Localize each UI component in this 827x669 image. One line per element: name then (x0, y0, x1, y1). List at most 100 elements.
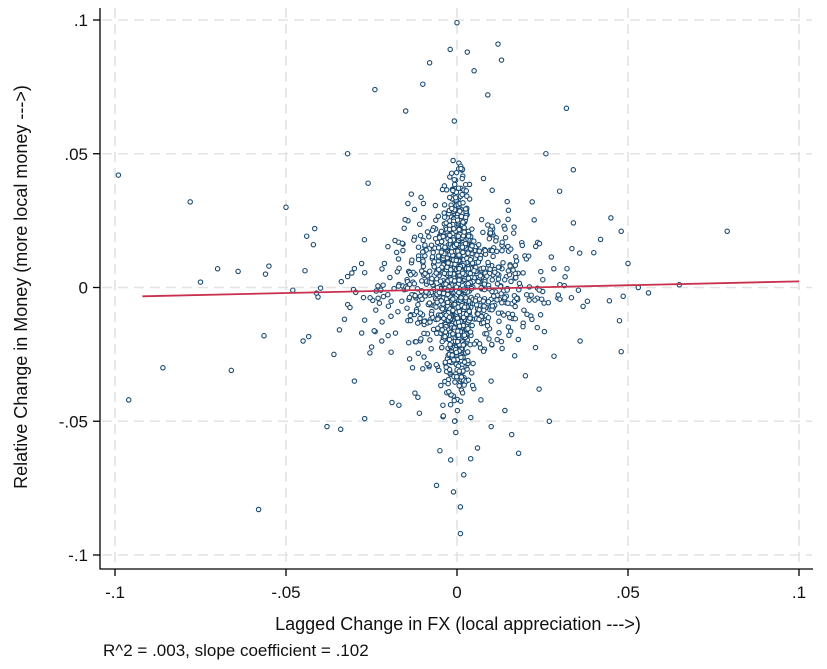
data-point (484, 323, 491, 329)
data-point (235, 268, 241, 275)
data-point (442, 333, 448, 340)
data-point (471, 267, 477, 274)
data-point (388, 349, 394, 355)
data-point (432, 202, 439, 209)
data-point (482, 247, 488, 254)
data-point (427, 337, 433, 343)
data-point (440, 402, 446, 408)
data-point (494, 336, 500, 343)
data-point (576, 250, 583, 256)
data-point (438, 382, 444, 389)
data-point (439, 306, 446, 312)
data-point (448, 249, 455, 255)
y-tick-label: .05 (64, 145, 88, 164)
data-point (524, 311, 530, 318)
data-point (361, 269, 368, 276)
data-point (451, 278, 458, 284)
data-point (541, 300, 547, 306)
data-point (498, 57, 505, 63)
data-point (433, 482, 440, 489)
data-point (499, 247, 505, 254)
data-point (347, 304, 353, 311)
data-point (502, 407, 508, 414)
data-point (261, 333, 267, 339)
data-point (379, 319, 385, 325)
data-point (509, 311, 516, 318)
data-point (361, 236, 368, 243)
x-tick-label: -.1 (105, 583, 125, 602)
data-point (459, 390, 466, 396)
data-point (496, 318, 502, 325)
data-point (635, 284, 642, 291)
data-point (486, 336, 492, 342)
data-point (471, 238, 477, 244)
data-point (310, 241, 317, 248)
data-point (458, 165, 464, 172)
data-point (499, 300, 505, 306)
data-point (525, 253, 532, 259)
data-point (408, 191, 415, 197)
data-point (608, 215, 614, 221)
data-point (115, 172, 122, 178)
data-point (373, 307, 379, 313)
data-point (187, 199, 193, 205)
data-point (446, 194, 453, 201)
data-point (385, 291, 391, 298)
data-point (466, 308, 472, 315)
data-point (480, 265, 487, 271)
data-point (379, 338, 385, 344)
data-point (448, 170, 455, 176)
data-point (618, 348, 624, 355)
data-point (463, 295, 469, 301)
data-point (455, 332, 462, 338)
data-point (402, 108, 409, 114)
data-point (447, 401, 454, 408)
data-point (492, 269, 498, 276)
data-point (520, 323, 526, 330)
data-point (454, 217, 461, 223)
data-point (478, 216, 485, 223)
data-point (392, 237, 398, 244)
data-point (514, 295, 520, 302)
data-point (415, 244, 422, 250)
data-point (452, 194, 459, 201)
data-point (399, 240, 406, 247)
data-point (540, 276, 546, 283)
data-point (396, 402, 402, 408)
data-point (365, 180, 371, 186)
data-point (523, 292, 530, 298)
data-point (515, 336, 522, 343)
data-point (505, 310, 511, 317)
data-point (435, 316, 441, 322)
data-point (439, 344, 445, 351)
data-point (475, 259, 482, 265)
data-point (454, 407, 461, 414)
data-point (511, 353, 518, 359)
data-point (341, 316, 348, 323)
data-point (480, 229, 486, 236)
y-tick-label: -.1 (68, 546, 88, 565)
data-point (411, 206, 418, 213)
axes (99, 8, 813, 570)
data-point (430, 249, 436, 256)
data-point (449, 352, 455, 358)
data-point (494, 297, 500, 303)
fit-line-group (142, 280, 800, 298)
data-point (519, 242, 526, 249)
data-point (351, 265, 358, 272)
data-point (456, 368, 463, 374)
data-point (505, 300, 511, 306)
data-point (358, 330, 365, 336)
data-point (303, 233, 310, 239)
data-point (460, 270, 466, 277)
data-point (283, 204, 289, 211)
data-point (420, 237, 426, 244)
data-point (421, 354, 427, 360)
data-point (392, 330, 399, 336)
data-point (409, 257, 415, 263)
data-point (395, 283, 402, 289)
data-point (505, 268, 512, 274)
data-point (465, 280, 471, 287)
data-point (445, 260, 451, 266)
data-point (420, 214, 427, 221)
